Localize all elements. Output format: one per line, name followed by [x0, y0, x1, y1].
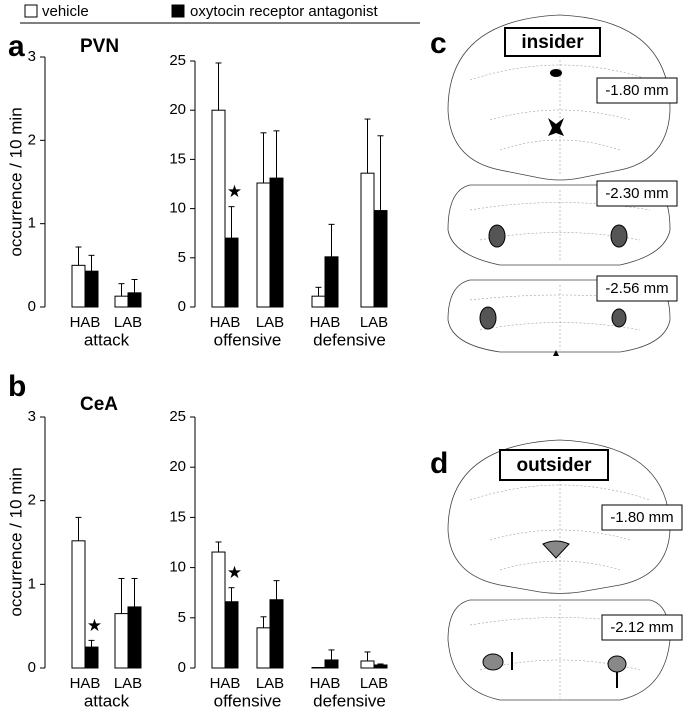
bar [360, 172, 375, 308]
legend-label: vehicle [42, 3, 89, 20]
bar [256, 627, 271, 669]
panel-letter: a [8, 30, 25, 63]
y-tick-label: 3 [28, 48, 36, 65]
section-label: -1.80 mm [610, 509, 673, 526]
bar [211, 551, 226, 669]
x-tick-label: HAB [70, 675, 101, 692]
bar [114, 613, 129, 669]
y-tick-label: 25 [169, 408, 186, 425]
x-tick-label: HAB [310, 675, 341, 692]
label-box [499, 449, 609, 481]
group-label: defensive [313, 691, 386, 710]
brain-sections-d [447, 439, 671, 701]
y-tick-label: 2 [28, 492, 36, 509]
y-tick-label: 5 [178, 609, 186, 626]
group-label: offensive [214, 691, 282, 710]
brain-sections-c [447, 14, 671, 356]
y-tick-label: 20 [169, 101, 186, 118]
bar [256, 182, 271, 308]
bar [224, 237, 239, 308]
section-label: -2.12 mm [610, 619, 673, 636]
y-tick-label: 0 [178, 659, 186, 676]
panel-title: PVN [80, 36, 119, 57]
bar [127, 292, 142, 308]
diagram-title: insider [521, 32, 584, 53]
y-tick-label: 15 [169, 508, 186, 525]
bar [269, 599, 284, 669]
y-tick-label: 5 [178, 249, 186, 266]
bar [360, 660, 375, 669]
y-tick-label: 3 [28, 408, 36, 425]
legend-label: oxytocin receptor antagonist [190, 3, 378, 20]
section-label: -2.30 mm [605, 185, 668, 202]
significance-star: ★ [87, 616, 102, 635]
y-tick-label: 1 [28, 575, 36, 592]
x-tick-label: LAB [360, 675, 388, 692]
bar [373, 664, 388, 669]
bar [71, 264, 86, 308]
y-tick-label: 10 [169, 559, 186, 576]
section-box [601, 504, 683, 531]
group-label: defensive [313, 330, 386, 349]
bar [311, 666, 326, 669]
section-label: -2.56 mm [605, 280, 668, 297]
panel-title: CeA [80, 394, 118, 415]
y-tick-label: 2 [28, 131, 36, 148]
group-label: attack [84, 330, 130, 349]
section-label: -1.80 mm [605, 82, 668, 99]
panel-letter: d [430, 447, 448, 480]
significance-star: ★ [227, 182, 242, 201]
y-tick-label: 20 [169, 458, 186, 475]
section-box [596, 77, 678, 104]
panel-letter: b [8, 370, 26, 403]
bar [71, 540, 86, 669]
bar [114, 295, 129, 308]
legend-swatch [24, 4, 38, 18]
section-box [596, 275, 678, 302]
x-tick-label: LAB [256, 314, 284, 331]
x-tick-label: LAB [360, 314, 388, 331]
x-tick-label: LAB [114, 675, 142, 692]
bar [324, 659, 339, 669]
bar [311, 295, 326, 308]
section-box [601, 614, 683, 641]
y-axis-label: occurrence / 10 min [6, 467, 25, 616]
y-tick-label: 0 [178, 298, 186, 315]
x-tick-label: HAB [210, 314, 241, 331]
y-axis-label: occurrence / 10 min [6, 107, 25, 256]
label-box [504, 27, 601, 57]
x-tick-label: HAB [70, 314, 101, 331]
panel-letter: c [430, 27, 447, 60]
x-tick-label: HAB [210, 675, 241, 692]
bar [224, 601, 239, 669]
group-label: attack [84, 691, 130, 710]
y-tick-label: 15 [169, 150, 186, 167]
x-tick-label: HAB [310, 314, 341, 331]
bar [84, 270, 99, 308]
bar [324, 256, 339, 308]
y-tick-label: 0 [28, 659, 36, 676]
y-tick-label: 0 [28, 298, 36, 315]
group-label: offensive [214, 330, 282, 349]
bar [373, 210, 388, 308]
x-tick-label: LAB [256, 675, 284, 692]
bar [211, 109, 226, 308]
x-tick-label: LAB [114, 314, 142, 331]
diagram-title: outsider [517, 455, 593, 476]
legend-swatch [171, 4, 185, 18]
y-tick-label: 10 [169, 200, 186, 217]
y-tick-label: 25 [169, 52, 186, 69]
section-box [596, 180, 678, 207]
bar [84, 646, 99, 669]
significance-star: ★ [227, 563, 242, 582]
bar [127, 606, 142, 669]
bar [269, 177, 284, 308]
y-tick-label: 1 [28, 215, 36, 232]
